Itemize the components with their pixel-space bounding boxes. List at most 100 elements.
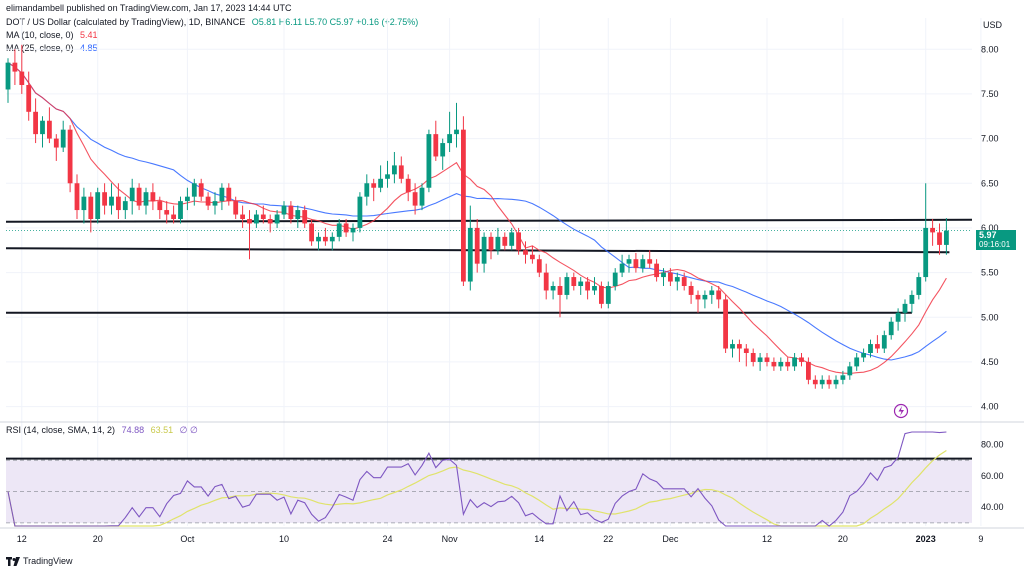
candle-body <box>854 357 860 367</box>
candle <box>474 219 480 273</box>
candle-body <box>274 214 280 224</box>
candle-body <box>95 192 101 219</box>
candle-body <box>674 277 680 282</box>
candle <box>709 286 715 304</box>
candle-body <box>633 259 639 269</box>
candle-body <box>295 210 301 219</box>
x-tick-label: 20 <box>93 534 103 544</box>
candle-body <box>302 210 308 224</box>
candle <box>398 156 404 184</box>
candle-body <box>881 335 887 349</box>
y-axis: 8.00 7.50 7.00 6.50 6.00 5.50 5.00 4.50 4.00 80.0… <box>981 44 1004 512</box>
candle-body <box>812 379 818 385</box>
candle <box>530 245 535 264</box>
candle <box>923 183 929 282</box>
candle <box>875 335 880 353</box>
candle-body <box>888 321 894 336</box>
candle <box>316 232 321 251</box>
candle <box>909 290 915 313</box>
tradingview-brand[interactable]: TradingView <box>6 556 73 566</box>
last-price-tag: 5.97 09:16:01 <box>976 230 1016 250</box>
candle-body <box>288 205 294 219</box>
candle-body <box>875 344 880 349</box>
y-tick-label: 6.50 <box>981 178 999 188</box>
candle <box>309 219 314 246</box>
candle-body <box>329 236 335 242</box>
candle-body <box>12 62 18 72</box>
y-tick-label: 7.50 <box>981 89 999 99</box>
candle-body <box>819 379 825 385</box>
candle-body <box>260 214 266 219</box>
candle <box>495 227 501 255</box>
candle-body <box>902 303 908 313</box>
last-price: 5.97 <box>979 230 997 240</box>
candle <box>743 344 749 367</box>
candle-body <box>688 286 694 295</box>
candle-body <box>281 205 287 215</box>
candle-body <box>833 379 839 385</box>
candle-body <box>171 214 176 219</box>
candle-body <box>433 134 439 157</box>
candle <box>937 223 942 255</box>
candle-body <box>454 129 459 135</box>
candle-body <box>233 201 239 215</box>
candle-body <box>267 219 273 224</box>
candles <box>5 44 949 389</box>
y-tick-label: 5.50 <box>981 268 999 278</box>
candle <box>674 272 680 291</box>
candle-body <box>136 187 142 206</box>
y-tick-label: 8.00 <box>981 44 999 54</box>
candle-body <box>723 299 728 349</box>
candle-body <box>640 259 646 269</box>
candle <box>185 187 190 211</box>
candle-body <box>5 62 11 90</box>
candle-body <box>916 277 922 295</box>
candle <box>336 219 342 242</box>
candle <box>502 232 508 251</box>
candle-body <box>764 357 770 362</box>
candle <box>868 339 873 358</box>
candle-body <box>799 357 804 362</box>
candle <box>454 102 459 148</box>
candle-body <box>771 361 777 367</box>
candle <box>412 183 418 215</box>
candle <box>661 268 666 286</box>
candle-body <box>53 138 59 148</box>
x-tick-label: 24 <box>382 534 392 544</box>
candle <box>605 281 611 309</box>
candle-body <box>164 210 170 215</box>
candle-body <box>212 201 218 206</box>
candle-body <box>143 192 149 206</box>
candle-body <box>405 178 411 193</box>
y-tick-label: 4.50 <box>981 357 999 367</box>
candle-body <box>364 183 370 197</box>
x-tick-label: 14 <box>534 534 544 544</box>
candle-body <box>461 129 466 282</box>
candle-body <box>198 183 204 197</box>
candle-body <box>930 227 935 233</box>
candle <box>102 183 107 215</box>
candle <box>47 107 52 144</box>
candle-body <box>937 232 942 245</box>
candle-body <box>826 379 832 385</box>
candle-body <box>716 290 722 300</box>
currency-label: USD <box>983 20 1003 30</box>
ma25-value: 4.85 <box>80 43 98 53</box>
candle-body <box>619 263 625 273</box>
candle-body <box>654 263 659 278</box>
candle-body <box>530 254 535 260</box>
candle <box>668 268 673 286</box>
candle <box>260 205 266 224</box>
resistance-line <box>5 218 973 223</box>
lightning-icon[interactable] <box>893 403 909 419</box>
candle <box>516 227 521 255</box>
candle <box>371 178 377 202</box>
candle-body <box>516 232 521 251</box>
x-tick-label: 12 <box>17 534 27 544</box>
candle <box>806 357 811 385</box>
candle <box>364 174 370 206</box>
x-tick-label: 2023 <box>916 534 936 544</box>
candle-body <box>564 277 570 295</box>
candle-body <box>681 277 687 286</box>
